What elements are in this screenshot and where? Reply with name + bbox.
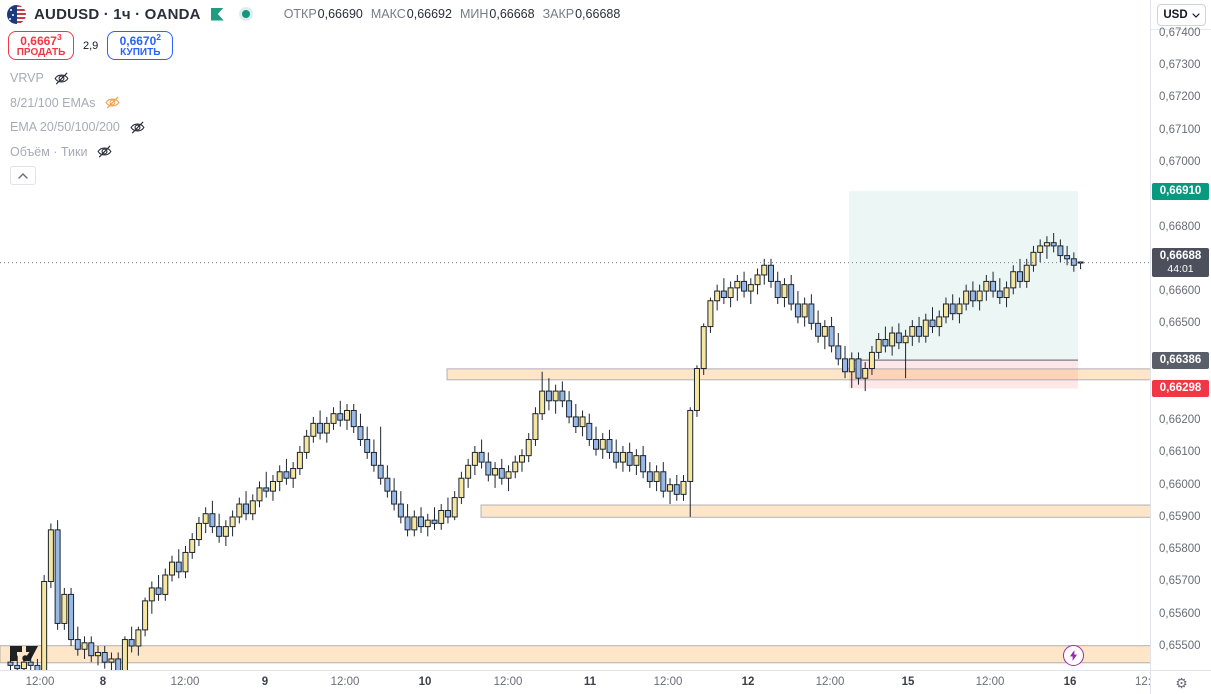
time-tick-label: 12:00 bbox=[653, 676, 683, 688]
low-value: 0,66668 bbox=[489, 7, 535, 21]
time-tick-label: 12:00 bbox=[493, 676, 523, 688]
time-tick-label: 12:00 bbox=[815, 676, 845, 688]
price-tick-label: 0,67400 bbox=[1159, 26, 1201, 39]
price-tick-label: 0,66000 bbox=[1159, 478, 1201, 491]
candlestick-chart[interactable] bbox=[0, 0, 1150, 670]
close-value: 0,66688 bbox=[575, 7, 621, 21]
close-label: ЗАКР bbox=[542, 7, 575, 21]
scale-divider bbox=[1151, 29, 1211, 30]
price-tick-label: 0,66500 bbox=[1159, 317, 1201, 330]
low-label: МИН bbox=[459, 7, 489, 21]
eye-crossed-icon[interactable] bbox=[104, 94, 121, 111]
price-tick-label: 0,66600 bbox=[1159, 285, 1201, 298]
price-tick-label: 0,67100 bbox=[1159, 123, 1201, 136]
time-tick-label: 12:00 bbox=[330, 676, 360, 688]
time-tick-label: 11 bbox=[583, 676, 597, 688]
price-badge: 0,66386 bbox=[1152, 351, 1209, 369]
indicator-legend: VRVP 8/21/100 EMAs EMA 20/50/100/200 Объ… bbox=[10, 66, 146, 164]
price-tick-label: 0,66100 bbox=[1159, 446, 1201, 459]
tradingview-logo-icon bbox=[10, 646, 38, 662]
price-badge: 0,66298 bbox=[1152, 380, 1209, 398]
supply-demand-band bbox=[0, 645, 1150, 664]
axis-settings-corner[interactable]: ⚙ bbox=[1150, 670, 1211, 694]
sell-button-label: ПРОДАТЬ bbox=[16, 46, 66, 58]
ohlc-readout: ОТКР 0,66690 МАКС 0,66692 МИН 0,66668 ЗАКР 0… bbox=[276, 7, 621, 21]
oanda-logo-icon bbox=[210, 7, 224, 21]
eye-crossed-icon[interactable] bbox=[96, 143, 113, 160]
open-value: 0,66690 bbox=[317, 7, 363, 21]
price-scale[interactable]: USD 0,67400 0,67300 0,67200 0,67100 0,67000 0… bbox=[1150, 0, 1211, 670]
sell-button[interactable]: 0,66673 ПРОДАТЬ bbox=[8, 31, 74, 60]
market-status-dot[interactable] bbox=[241, 10, 250, 18]
price-badge: 0,66688 44:01 bbox=[1152, 247, 1209, 277]
price-tick-label: 0,65500 bbox=[1159, 640, 1201, 653]
symbol-title[interactable]: AUDUSD · 1ч · OANDA bbox=[34, 5, 201, 23]
indicator-row-volume-ticks[interactable]: Объём · Тики bbox=[10, 140, 146, 165]
open-label: ОТКР bbox=[283, 7, 317, 21]
long-position-profit-zone bbox=[849, 191, 1078, 361]
indicator-row-vrvp[interactable]: VRVP bbox=[10, 66, 146, 91]
high-value: 0,66692 bbox=[406, 7, 452, 21]
gear-icon[interactable]: ⚙ bbox=[1175, 674, 1188, 691]
lightning-icon[interactable] bbox=[1062, 644, 1084, 666]
time-tick-label: 12 bbox=[741, 676, 755, 688]
audusd-flag-icon bbox=[7, 4, 26, 24]
price-tick-label: 0,67000 bbox=[1159, 156, 1201, 168]
price-tick-label: 0,67200 bbox=[1159, 91, 1201, 104]
price-tick-label: 0,67300 bbox=[1159, 59, 1201, 72]
time-tick-label: 16 bbox=[1063, 676, 1077, 688]
price-tick-label: 0,65800 bbox=[1159, 543, 1201, 556]
price-tick-label: 0,65900 bbox=[1159, 510, 1201, 523]
collapse-legend-button[interactable] bbox=[10, 166, 36, 185]
price-tick-label: 0,65700 bbox=[1159, 575, 1201, 588]
chevron-down-icon bbox=[1192, 12, 1200, 18]
indicator-row-emas[interactable]: 8/21/100 EMAs bbox=[10, 91, 146, 116]
time-tick-label: 12:00 bbox=[975, 676, 1005, 688]
supply-demand-band bbox=[480, 504, 1150, 518]
price-badge: 0,66910 bbox=[1152, 182, 1209, 200]
currency-selector[interactable]: USD bbox=[1157, 4, 1206, 26]
time-tick-label: 10 bbox=[418, 676, 432, 688]
high-label: МАКС bbox=[370, 7, 406, 21]
long-position-loss-zone bbox=[849, 360, 1078, 389]
eye-crossed-icon[interactable] bbox=[53, 70, 70, 87]
price-tick-label: 0,65600 bbox=[1159, 607, 1201, 620]
time-axis[interactable]: 12:00 8 12:00 9 12:00 10 12:00 11 12:00 12 12:00 15… bbox=[0, 670, 1151, 694]
buy-button[interactable]: 0,66702 КУПИТЬ bbox=[107, 31, 174, 60]
time-tick-label: 8 bbox=[99, 676, 107, 688]
spread-value: 2,9 bbox=[83, 39, 99, 52]
chevron-up-icon bbox=[18, 172, 28, 179]
time-tick-label: 9 bbox=[261, 676, 269, 688]
time-tick-label: 15 bbox=[901, 676, 915, 688]
time-tick-label: 12:00 bbox=[170, 676, 200, 688]
time-tick-label: 12: bbox=[1135, 676, 1151, 688]
price-tick-label: 0,66800 bbox=[1159, 220, 1201, 233]
price-tick-label: 0,66200 bbox=[1159, 414, 1201, 427]
buy-button-label: КУПИТЬ bbox=[120, 46, 161, 58]
indicator-row-ema-20-50-100-200[interactable]: EMA 20/50/100/200 bbox=[10, 115, 146, 140]
eye-crossed-icon[interactable] bbox=[129, 119, 146, 136]
time-tick-label: 12:00 bbox=[25, 676, 55, 688]
supply-demand-band bbox=[446, 368, 1150, 381]
